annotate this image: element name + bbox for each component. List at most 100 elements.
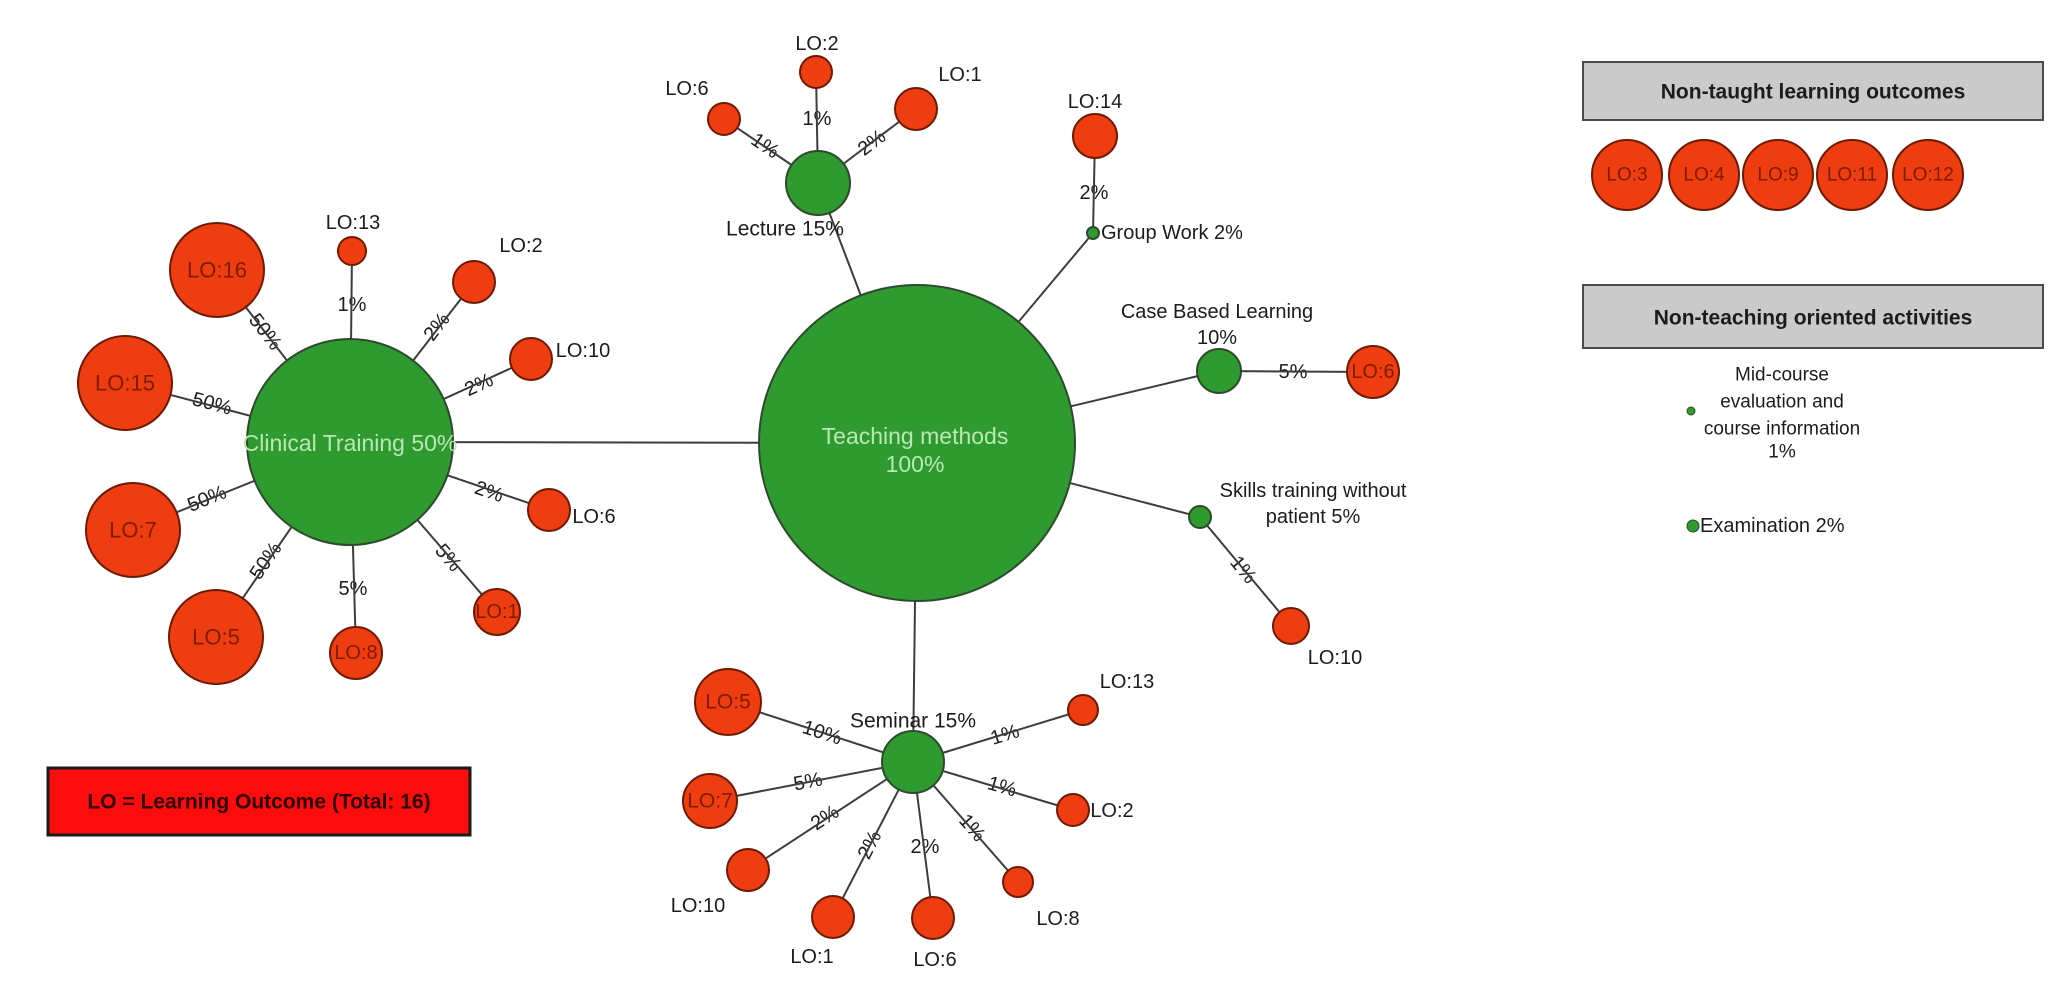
legend-lo-circle [1668, 139, 1740, 211]
node-c_lo6 [527, 488, 571, 532]
label-teaching: Teaching methods [822, 423, 1009, 449]
node-l_lo1 [894, 87, 938, 131]
label-se_lo2: LO:2 [1090, 800, 1133, 822]
node-c_lo15 [77, 335, 173, 431]
legend-lo-label: LO:12 [1902, 165, 1954, 186]
legend-lo-label: LO:4 [1683, 165, 1725, 186]
legend-lo-label: LO:9 [1757, 165, 1798, 186]
label-c_lo8: LO:8 [334, 642, 377, 664]
mid-course-line: Mid-course [1735, 365, 1829, 386]
legend-lo-label: LO:11 [1827, 165, 1877, 186]
mid-course-line: course information [1704, 419, 1860, 440]
legend-non-taught-title: Non-taught learning outcomes [1661, 81, 1966, 104]
node-se_lo1 [811, 895, 855, 939]
node-se_lo8 [1002, 866, 1034, 898]
node-lecture [785, 150, 851, 216]
node-se_lo2 [1056, 793, 1090, 827]
node-c_lo2 [452, 260, 496, 304]
label-s_lo10: LO:10 [1308, 647, 1362, 669]
legend-non-teaching-title: Non-teaching oriented activities [1654, 307, 1973, 330]
edge-label-clinical-c_lo6: 2% [472, 477, 507, 507]
note-text: LO = Learning Outcome (Total: 16) [87, 791, 430, 814]
label-c_lo7: LO:7 [109, 518, 157, 543]
node-l_lo6 [707, 102, 741, 136]
edge-seminar-se_lo10 [747, 761, 914, 871]
label-c_lo15: LO:15 [95, 371, 155, 396]
edge-label-clinical-c_lo8: 5% [339, 578, 368, 600]
node-se_lo6 [911, 896, 955, 940]
node-c_lo13 [337, 236, 367, 266]
node-s_lo10 [1272, 607, 1310, 645]
label-cb_lo6: LO:6 [1351, 361, 1394, 383]
label-c_lo16: LO:16 [187, 258, 247, 283]
edge-seminar-se_lo7 [709, 761, 914, 802]
label-seminar: Seminar 15% [850, 710, 976, 733]
node-groupwork [1086, 226, 1100, 240]
label-c_lo6: LO:6 [572, 506, 615, 528]
label-c_lo1: LO:1 [475, 601, 518, 623]
node-c_lo10 [509, 337, 553, 381]
label-cbl: Case Based Learning [1121, 301, 1313, 323]
label-skills: Skills training without [1220, 480, 1407, 502]
node-teaching [758, 284, 1076, 602]
node-seminar [881, 730, 945, 794]
label-se_lo8: LO:8 [1036, 908, 1079, 930]
examination-dot [1686, 519, 1700, 533]
label-cbl: 10% [1197, 327, 1237, 349]
edge-label-seminar-se_lo10: 2% [807, 801, 843, 835]
node-l_lo2 [799, 55, 833, 89]
examination-label: Examination 2% [1700, 515, 1845, 537]
label-se_lo1: LO:1 [790, 946, 833, 968]
label-l_lo2: LO:2 [795, 33, 838, 55]
label-c_lo5: LO:5 [192, 625, 240, 650]
label-l_lo6: LO:6 [665, 78, 708, 100]
node-se_lo7 [682, 773, 738, 829]
edge-label-clinical-c_lo10: 2% [461, 369, 497, 401]
legend-lo-circle [1591, 139, 1663, 211]
label-g_lo14: LO:14 [1068, 91, 1122, 113]
node-se_lo5 [694, 668, 762, 736]
edge-skills-s_lo10 [1199, 516, 1292, 627]
edge-label-clinical-c_lo15: 50% [190, 388, 235, 419]
node-cbl [1196, 348, 1242, 394]
node-c_lo16 [169, 222, 265, 318]
node-c_lo5 [168, 589, 264, 685]
node-skills [1188, 505, 1212, 529]
label-se_lo13: LO:13 [1100, 671, 1154, 693]
label-se_lo10: LO:10 [671, 895, 725, 917]
label-se_lo6: LO:6 [913, 949, 956, 971]
node-clinical [246, 338, 454, 546]
label-groupwork: Group Work 2% [1101, 222, 1243, 244]
label-clinical: Clinical Training 50% [243, 430, 458, 456]
label-lecture: Lecture 15% [726, 218, 844, 241]
mid-course-dot [1686, 406, 1696, 416]
label-se_lo7: LO:7 [687, 790, 733, 813]
label-skills: patient 5% [1266, 506, 1361, 528]
legend-lo-circle [1892, 139, 1964, 211]
legend-non-teaching-box [1582, 284, 2044, 349]
node-g_lo14 [1072, 113, 1118, 159]
label-c_lo13: LO:13 [326, 212, 380, 234]
node-se_lo10 [726, 848, 770, 892]
edge-label-seminar-se_lo2: 1% [985, 772, 1019, 801]
label-se_lo5: LO:5 [705, 691, 751, 714]
legend-lo-label: LO:3 [1606, 165, 1647, 186]
legend-non-taught-box [1582, 61, 2044, 121]
label-l_lo1: LO:1 [938, 64, 981, 86]
legend-lo-circle [1742, 139, 1814, 211]
node-c_lo7 [85, 482, 181, 578]
edge-label-seminar-se_lo13: 1% [988, 720, 1022, 750]
node-c_lo8 [329, 626, 383, 680]
node-cb_lo6 [1346, 345, 1400, 399]
node-c_lo1 [473, 588, 521, 636]
mid-course-line: 1% [1768, 442, 1796, 463]
label-c_lo10: LO:10 [556, 340, 610, 362]
note-box [46, 766, 472, 837]
label-c_lo2: LO:2 [499, 235, 542, 257]
mid-course-line: evaluation and [1720, 392, 1844, 413]
edge-label-seminar-se_lo6: 2% [911, 836, 940, 858]
label-teaching: 100% [886, 451, 945, 477]
node-se_lo13 [1067, 694, 1099, 726]
